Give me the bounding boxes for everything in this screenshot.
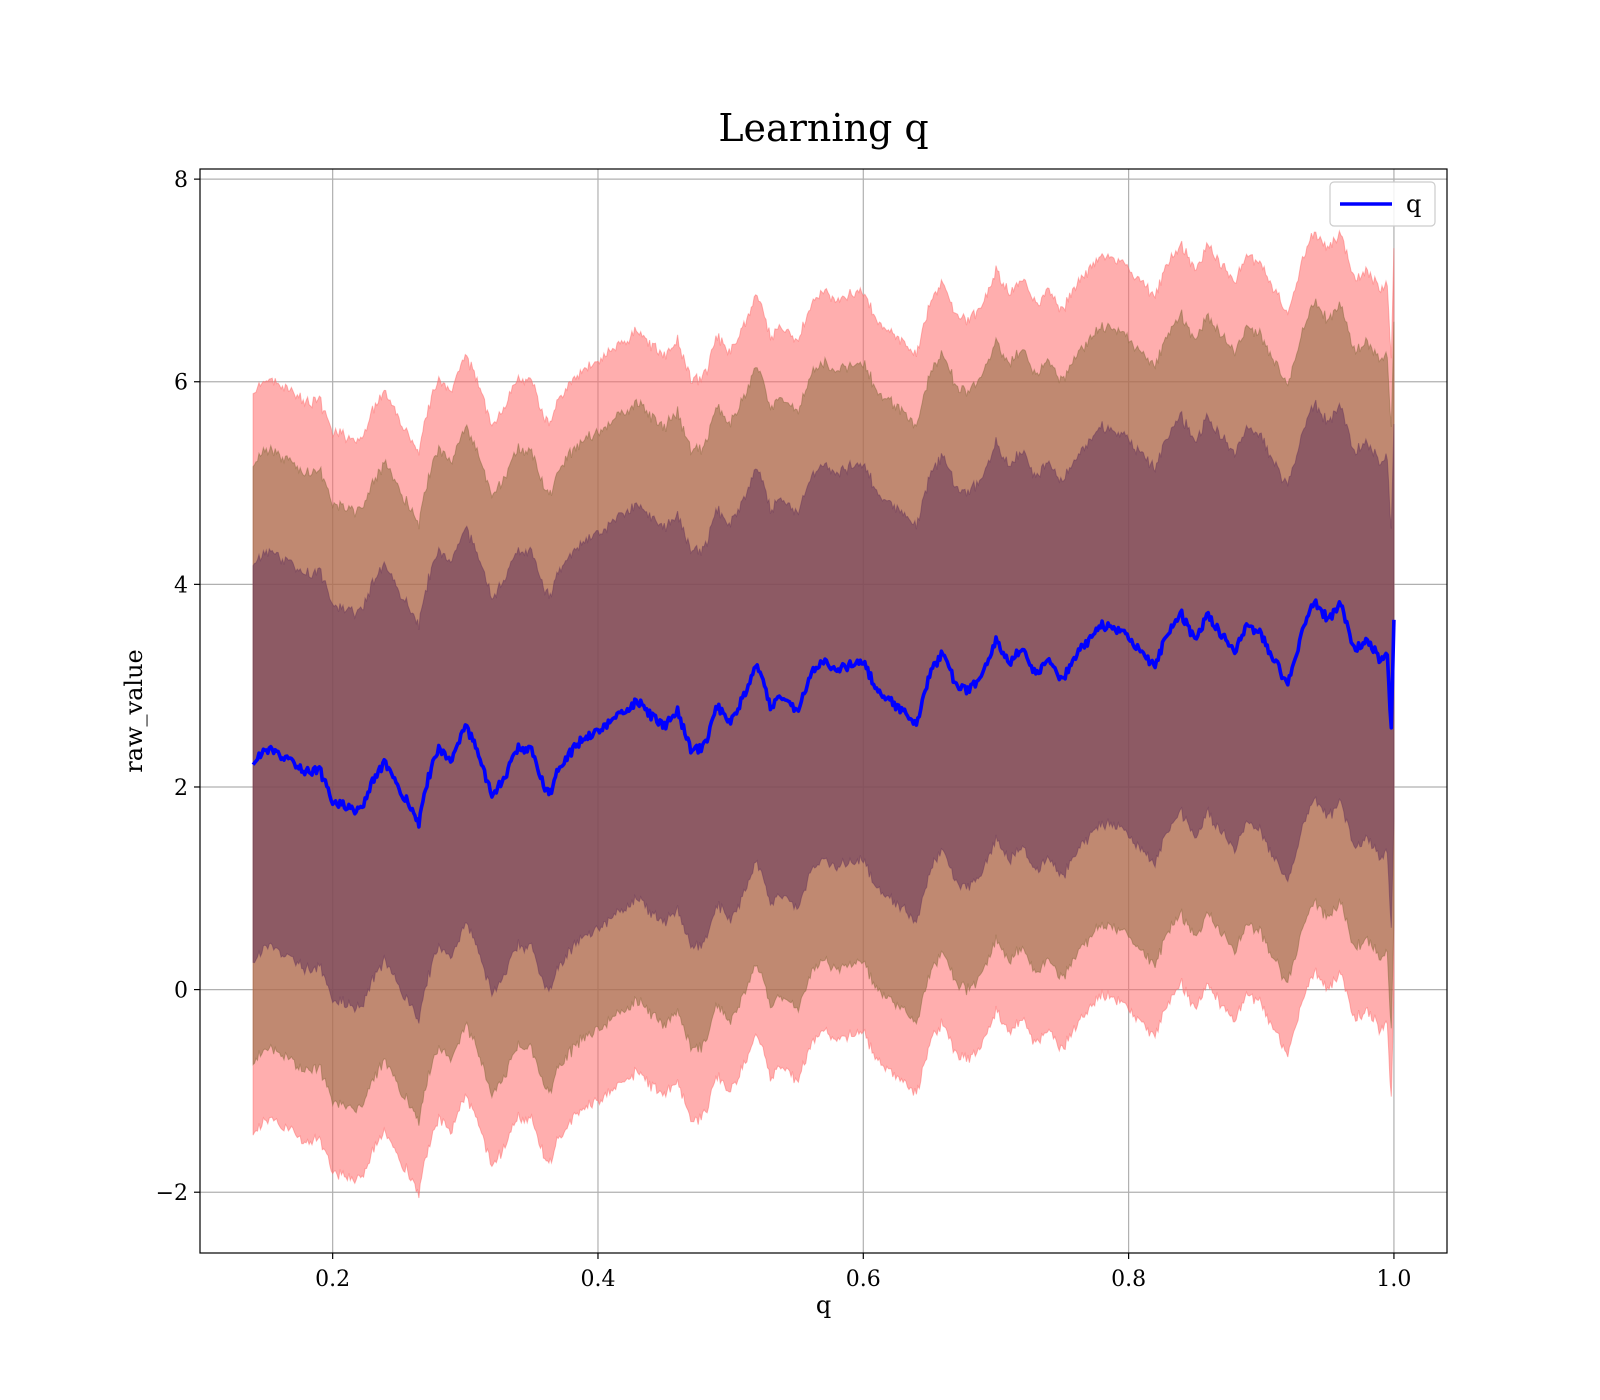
x-tick-label: 0.4	[580, 1267, 615, 1292]
confidence-bands	[252, 229, 1395, 1199]
plot-frame	[199, 168, 1448, 1254]
legend: q	[1329, 181, 1436, 227]
x-tick-label: 0.2	[315, 1267, 350, 1292]
x-tick-label: 1.0	[1376, 1267, 1411, 1292]
chart-title: Learning q	[718, 106, 928, 150]
band-inner	[252, 399, 1395, 1024]
x-tick-label: 0.6	[846, 1267, 881, 1292]
series-lines	[251, 598, 1396, 829]
y-tick-label: 8	[174, 168, 188, 193]
x-tick-label: 0.8	[1111, 1267, 1146, 1292]
x-axis-ticks: 0.2 0.4 0.6 0.8 1.0	[315, 1253, 1411, 1292]
y-tick-label: 4	[174, 573, 188, 598]
x-axis-label: q	[816, 1291, 831, 1319]
y-axis-ticks: −2 0 2 4 6 8	[156, 168, 200, 1206]
y-tick-label: 6	[174, 371, 188, 396]
y-axis-label: raw_value	[120, 649, 148, 773]
series-line-q	[251, 598, 1396, 829]
y-tick-label: −2	[156, 1181, 188, 1206]
y-tick-label: 2	[174, 776, 188, 801]
y-tick-label: 0	[174, 979, 188, 1004]
legend-entry-q: q	[1406, 190, 1421, 218]
